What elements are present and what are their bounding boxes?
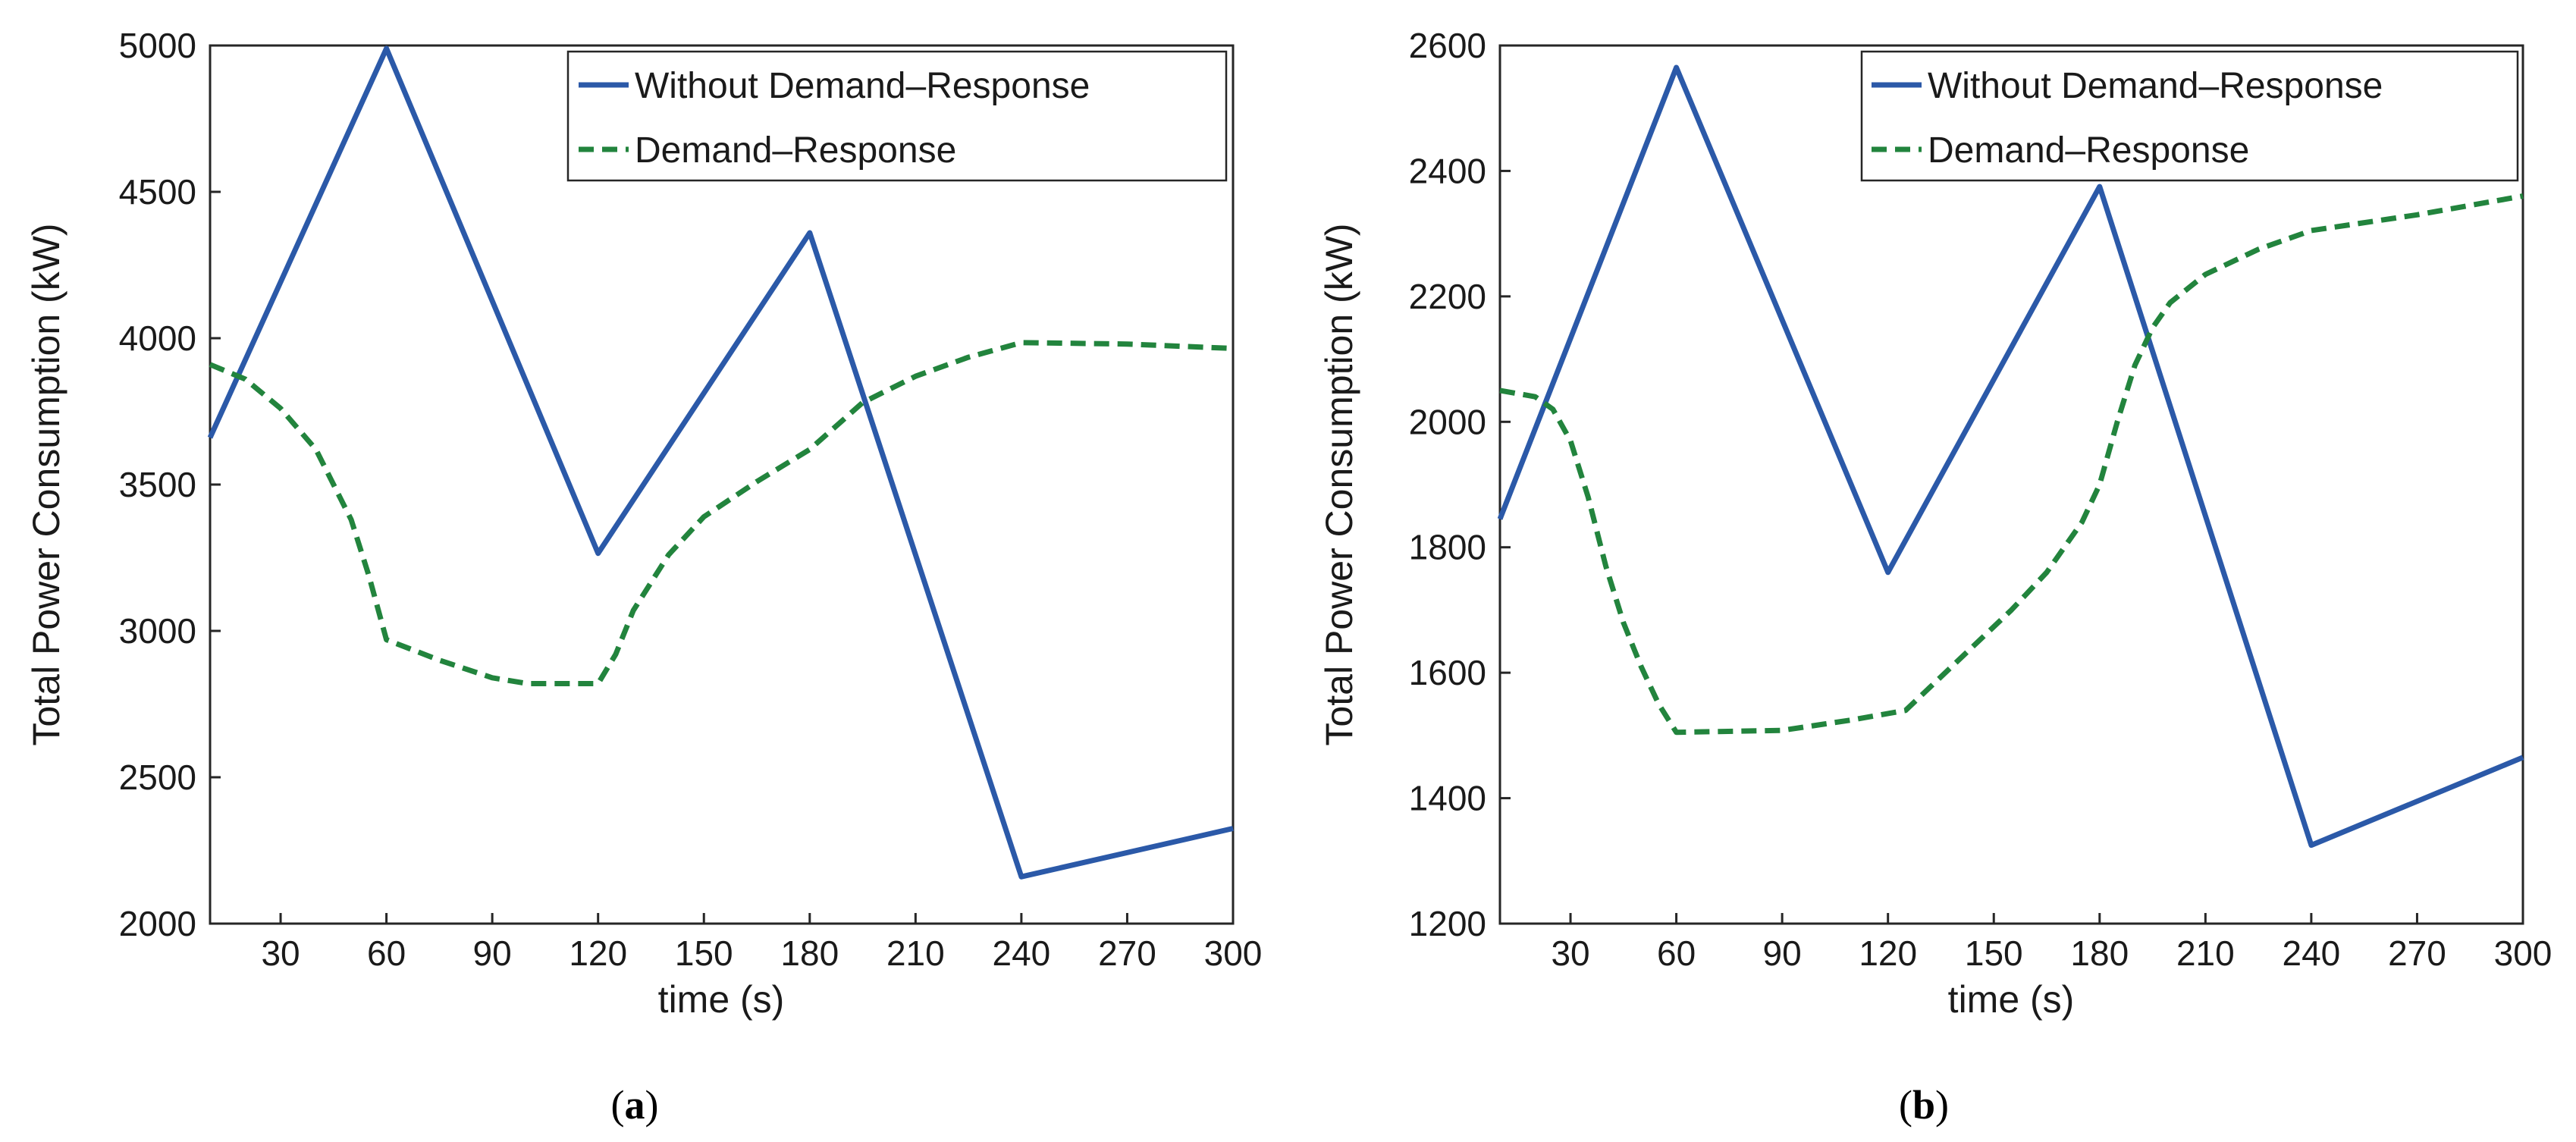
plot-frame-a (209, 44, 1235, 925)
y-tick-label-a-3500: 3500 (119, 465, 196, 504)
x-tick-label-b-120: 120 (1859, 933, 1917, 973)
x-tick-label-a-90: 90 (473, 933, 512, 973)
caption-letter-a: a (625, 1082, 645, 1128)
legend-a: Without Demand–Response Demand–Response (566, 50, 1228, 182)
y-tick-label-a-4000: 4000 (119, 318, 196, 358)
legend-label-without-dr-a: Without Demand–Response (635, 66, 1090, 106)
y-axis-label-a: Total Power Consumption (kW) (25, 223, 67, 745)
legend-box-b (1860, 50, 2519, 182)
legend-label-without-dr-b: Without Demand–Response (1928, 66, 2383, 106)
x-tick-label-b-90: 90 (1763, 933, 1802, 973)
x-tick-label-a-60: 60 (367, 933, 406, 973)
legend-label-dr-a: Demand–Response (635, 130, 956, 171)
legend-box-a (566, 50, 1228, 182)
series-without-demand-response-a (207, 45, 1234, 880)
x-tick-label-b-150: 150 (1965, 933, 2023, 973)
x-tick-label-a-120: 120 (569, 933, 627, 973)
y-tick-label-a-3000: 3000 (119, 611, 196, 651)
chart-marks-a: 30 60 90 120 150 180 210 240 270 300 2000 2500 3000 3… (119, 26, 1263, 973)
x-tick-label-b-60: 60 (1657, 933, 1696, 973)
x-tick-label-a-240: 240 (993, 933, 1051, 973)
legend-b: Without Demand–Response Demand–Response (1860, 50, 2519, 182)
x-tick-label-a-30: 30 (261, 933, 300, 973)
y-tick-label-b-1800: 1800 (1409, 528, 1486, 567)
y-axis-label-b: Total Power Consumption (kW) (1318, 223, 1360, 745)
chart-panel-b: 30 60 90 120 150 180 210 240 270 300 1200 1400 1600 1… (1318, 26, 2552, 1128)
y-tick-label-b-1400: 1400 (1409, 779, 1486, 818)
x-tick-label-b-270: 270 (2388, 933, 2446, 973)
series-demand-response-a (209, 340, 1234, 686)
plot-frame-b (1498, 44, 2524, 925)
caption-b: (b) (1899, 1082, 1949, 1128)
y-tick-label-a-5000: 5000 (119, 26, 196, 65)
y-tick-label-b-2400: 2400 (1409, 151, 1486, 190)
y-tick-label-b-2600: 2600 (1409, 26, 1486, 65)
y-tick-label-a-2000: 2000 (119, 904, 196, 943)
x-tick-label-b-300: 300 (2494, 933, 2552, 973)
legend-label-dr-b: Demand–Response (1928, 130, 2249, 171)
chart-panel-a: 30 60 90 120 150 180 210 240 270 300 2000 2500 3000 3… (25, 26, 1262, 1128)
x-tick-label-a-270: 270 (1098, 933, 1156, 973)
y-tick-label-b-1200: 1200 (1409, 904, 1486, 943)
x-tick-label-a-300: 300 (1204, 933, 1263, 973)
x-tick-label-b-180: 180 (2070, 933, 2129, 973)
x-tick-label-b-210: 210 (2176, 933, 2235, 973)
y-tick-label-b-2000: 2000 (1409, 402, 1486, 441)
caption-a: (a) (611, 1082, 659, 1128)
y-tick-label-a-2500: 2500 (119, 758, 196, 797)
x-tick-label-b-240: 240 (2283, 933, 2341, 973)
x-axis-label-a: time (s) (658, 978, 785, 1021)
series-without-demand-response-b (1497, 64, 2524, 849)
y-tick-label-a-4500: 4500 (119, 172, 196, 212)
x-tick-label-b-30: 30 (1551, 933, 1589, 973)
y-tick-label-b-1600: 1600 (1409, 653, 1486, 692)
series-demand-response-b (1499, 193, 2524, 736)
caption-letter-b: b (1912, 1082, 1935, 1128)
x-tick-label-a-150: 150 (675, 933, 733, 973)
chart-marks-b: 30 60 90 120 150 180 210 240 270 300 1200 1400 1600 1… (1409, 26, 2552, 973)
x-tick-label-a-210: 210 (886, 933, 945, 973)
y-tick-label-b-2200: 2200 (1409, 277, 1486, 316)
x-tick-label-a-180: 180 (780, 933, 839, 973)
x-axis-label-b: time (s) (1948, 978, 2075, 1021)
